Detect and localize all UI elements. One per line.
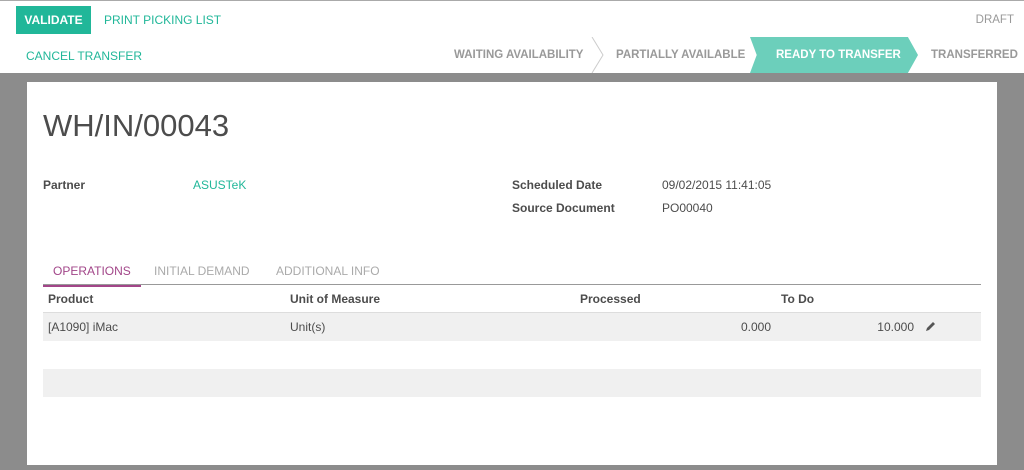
processed-cell: 0.000 [740, 320, 771, 334]
control-panel: VALIDATE PRINT PICKING LIST DRAFT CANCEL… [0, 0, 1024, 73]
tab-additional-info[interactable]: ADDITIONAL INFO [276, 264, 380, 278]
scheduled-date-value: 09/02/2015 11:41:05 [662, 178, 772, 192]
partner-link[interactable]: ASUSTeK [193, 178, 247, 192]
print-picking-list-button[interactable]: PRINT PICKING LIST [104, 13, 222, 27]
column-product[interactable]: Product [48, 292, 94, 306]
todo-cell: 10.000 [877, 320, 914, 334]
table-header: Product Unit of Measure Processed To Do [43, 285, 981, 313]
table-row[interactable]: [A1090] iMac Unit(s) 0.000 10.000 [43, 313, 981, 341]
empty-row [43, 369, 981, 397]
source-document-value: PO00040 [662, 201, 713, 215]
tab-initial-demand[interactable]: INITIAL DEMAND [154, 264, 250, 278]
scheduled-date-label: Scheduled Date [512, 178, 603, 192]
uom-cell: Unit(s) [290, 320, 326, 334]
tab-operations[interactable]: OPERATIONS [43, 264, 141, 287]
column-processed[interactable]: Processed [580, 292, 641, 306]
form-sheet: WH/IN/00043 Partner ASUSTeK Scheduled Da… [27, 82, 997, 465]
status-ready-to-transfer[interactable]: READY TO TRANSFER [750, 37, 918, 73]
status-waiting-availability[interactable]: WAITING AVAILABILITY [454, 49, 584, 61]
source-document-label: Source Document [512, 201, 615, 215]
notebook-tabs: OPERATIONS INITIAL DEMAND ADDITIONAL INF… [43, 258, 981, 287]
pencil-icon[interactable] [924, 321, 936, 333]
column-to-do[interactable]: To Do [781, 292, 815, 306]
state-label: DRAFT [975, 14, 1014, 26]
partner-label: Partner [43, 178, 86, 192]
product-cell: [A1090] iMac [48, 320, 119, 334]
chevron-right-icon [591, 37, 604, 73]
validate-button[interactable]: VALIDATE [16, 6, 91, 34]
page-title: WH/IN/00043 [43, 108, 230, 143]
status-partially-available[interactable]: PARTIALLY AVAILABLE [616, 49, 746, 61]
cancel-transfer-button[interactable]: CANCEL TRANSFER [26, 49, 143, 63]
status-transferred[interactable]: TRANSFERRED [931, 49, 1018, 61]
column-unit-of-measure[interactable]: Unit of Measure [290, 292, 381, 306]
